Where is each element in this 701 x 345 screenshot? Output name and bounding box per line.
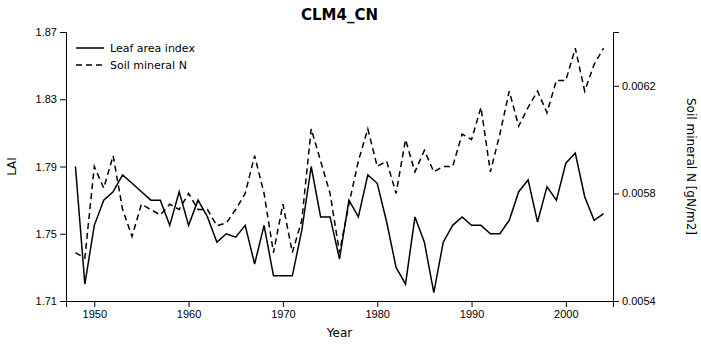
axis-line (614, 33, 620, 302)
legend-swatch (76, 47, 104, 49)
tick-mark (283, 301, 284, 307)
tick-mark (613, 193, 619, 194)
legend-label: Leaf area index (110, 42, 195, 55)
tick: 1.75 (36, 228, 66, 240)
tick-label: 1970 (271, 308, 295, 320)
tick: 1.87 (36, 26, 66, 38)
axis: 0.0054 0.0058 0.0062 (613, 33, 656, 308)
tick-mark (94, 301, 95, 307)
axis-line (67, 302, 614, 308)
tick-mark (60, 32, 66, 33)
tick-mark (60, 234, 66, 235)
tick: 0.0062 (613, 80, 656, 92)
series-line (75, 48, 603, 258)
legend-swatch (76, 64, 104, 66)
tick-label: 1.83 (36, 93, 57, 105)
tick-mark (60, 167, 66, 168)
tick-mark (613, 301, 619, 302)
tick: 1990 (460, 301, 484, 320)
tick-mark (60, 301, 66, 302)
tick: 1980 (365, 301, 389, 320)
y2-axis-label: Soil mineral N [gN/m2] (684, 98, 698, 235)
chart: 1950 1960 1970 1980 1990 2000 1.71 1.75 1.79 1.83… (0, 0, 701, 345)
tick-label: 0.0062 (622, 80, 656, 92)
tick-label: 1.71 (36, 295, 57, 307)
tick-label: 1950 (83, 308, 107, 320)
tick-label: 1.87 (36, 26, 57, 38)
axis: 1950 1960 1970 1980 1990 2000 (67, 301, 614, 320)
tick-mark (566, 301, 567, 307)
axis: 1.71 1.75 1.79 1.83 1.87 (36, 26, 67, 307)
tick-label: 0.0058 (622, 187, 656, 199)
tick-label: 2000 (554, 308, 578, 320)
tick-label: 1960 (177, 308, 201, 320)
tick-label: 0.0054 (622, 295, 656, 307)
legend-item: Soil mineral N (76, 59, 187, 72)
tick: 1.83 (36, 93, 66, 105)
tick-label: 1980 (365, 308, 389, 320)
tick: 0.0058 (613, 187, 656, 199)
tick-label: 1.75 (36, 228, 57, 240)
tick-mark (377, 301, 378, 307)
legend-label: Soil mineral N (110, 59, 187, 72)
title: CLM4_CN (301, 6, 378, 24)
tick: 1950 (83, 301, 107, 320)
tick-label: 1.79 (36, 161, 57, 173)
series-group (75, 48, 603, 292)
tick-mark (613, 86, 619, 87)
tick-mark (60, 99, 66, 100)
tick-mark (189, 301, 190, 307)
tick-mark (472, 301, 473, 307)
tick: 2000 (554, 301, 578, 320)
plot-area: 1950 1960 1970 1980 1990 2000 1.71 1.75 1.79 1.83… (36, 26, 656, 320)
tick-label: 1990 (460, 308, 484, 320)
tick: 1960 (177, 301, 201, 320)
series-line (75, 153, 603, 293)
axis-line (60, 33, 67, 302)
tick: 1.71 (36, 295, 66, 307)
tick: 0.0054 (613, 295, 656, 307)
x-axis-label: Year (326, 326, 352, 340)
tick: 1970 (271, 301, 295, 320)
legend: Leaf area index Soil mineral N (76, 42, 195, 72)
legend-item: Leaf area index (76, 42, 195, 55)
y-axis-label: LAI (5, 157, 19, 176)
tick: 1.79 (36, 161, 66, 173)
